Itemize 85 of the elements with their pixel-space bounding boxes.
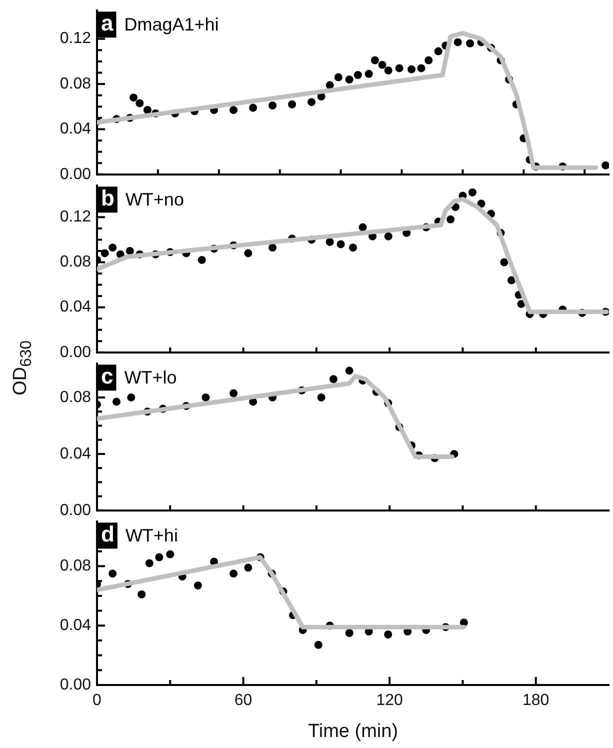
annotation: c (101, 364, 114, 389)
point (288, 100, 296, 108)
point (408, 65, 416, 74)
point (155, 553, 164, 562)
point (345, 366, 354, 375)
point (194, 581, 202, 590)
point (108, 570, 117, 578)
point (354, 70, 362, 79)
point (138, 590, 146, 598)
y-tick-label: 0.08 (60, 254, 92, 271)
point (143, 106, 152, 114)
point (136, 99, 144, 108)
point (466, 39, 474, 48)
point (230, 570, 238, 578)
point (326, 81, 334, 90)
point (127, 393, 136, 402)
point (364, 70, 373, 78)
point (112, 398, 121, 406)
y-tick-label: 0.00 (60, 676, 92, 694)
y-tick-label: 0.08 (60, 75, 92, 92)
point (446, 215, 455, 224)
y-tick-label: 0.04 (60, 298, 92, 316)
point (349, 244, 357, 252)
y-tick-label: 0.12 (60, 208, 92, 226)
point (100, 249, 109, 258)
y-tick-label: 0.00 (60, 502, 92, 519)
x-axis-title: Time (min) (308, 720, 398, 742)
point (602, 161, 609, 170)
point (130, 94, 138, 102)
x-tick-label: 60 (234, 692, 252, 710)
point (268, 244, 277, 252)
chart-title: WT+no (125, 190, 184, 210)
x-tick-label: 120 (376, 692, 404, 710)
y-tick-label: 0.04 (60, 616, 92, 634)
point (477, 200, 486, 208)
point (166, 550, 174, 558)
chart-title: DmagA1+hi (124, 14, 219, 35)
point (384, 232, 392, 240)
point (145, 559, 154, 568)
point (384, 66, 392, 74)
point (454, 38, 462, 46)
y-tick-label: 0.04 (60, 120, 92, 138)
point (244, 249, 252, 258)
point (417, 64, 426, 72)
point (329, 375, 338, 384)
point (378, 60, 386, 69)
point (395, 64, 404, 72)
point (468, 188, 476, 196)
point (314, 640, 322, 649)
y-tick-label: 0.00 (60, 166, 92, 183)
point (345, 629, 354, 638)
point (334, 73, 342, 82)
annotation: a (101, 10, 114, 36)
point (358, 223, 367, 232)
point (507, 276, 516, 284)
y-tick-label: 0.08 (60, 558, 92, 575)
point (108, 244, 117, 252)
point (317, 393, 326, 402)
point (249, 104, 258, 112)
chart-title: WT+lo (124, 368, 177, 388)
x-tick-label: 0 (92, 692, 102, 710)
x-tick-label: 180 (522, 692, 550, 710)
point (424, 56, 433, 64)
point (230, 106, 238, 114)
point (202, 393, 210, 402)
point (326, 238, 334, 246)
point (198, 256, 206, 264)
point (126, 246, 134, 255)
point (345, 76, 354, 84)
point (500, 258, 508, 266)
point (336, 240, 345, 248)
point (308, 98, 316, 106)
y-tick-label: 0.04 (60, 445, 92, 462)
y-tick-label: 0.08 (60, 388, 92, 406)
y-tick-label: 0.00 (60, 344, 92, 361)
point (434, 47, 442, 56)
point (230, 389, 238, 398)
point (370, 56, 379, 64)
y-tick-label: 0.12 (60, 30, 92, 48)
annotation: b (101, 186, 114, 211)
chart-title: WT+hi (125, 526, 178, 546)
point (244, 564, 252, 572)
point (384, 630, 392, 638)
point (268, 101, 277, 110)
annotation: d (101, 522, 114, 547)
